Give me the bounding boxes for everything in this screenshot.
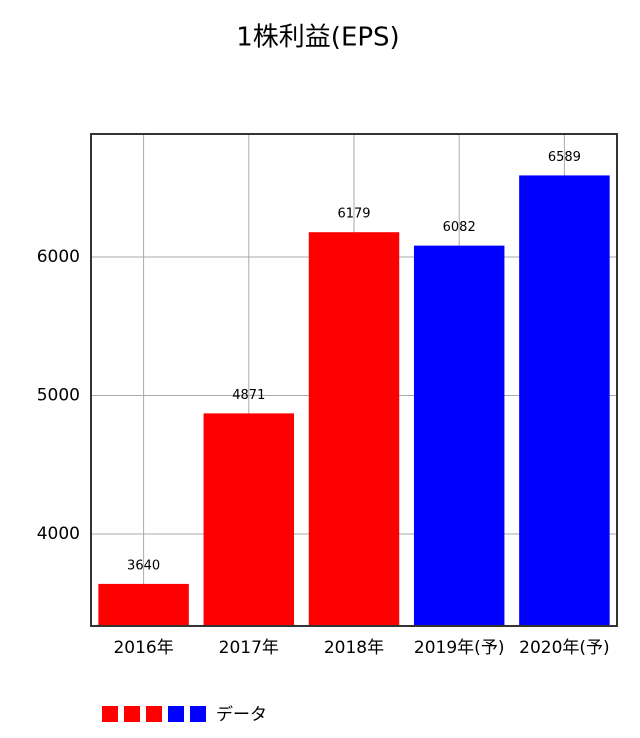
data-label: 6589 [548, 150, 581, 165]
bar [203, 413, 295, 626]
legend-label: データ [216, 704, 267, 725]
x-tick-label: 2020年(予) [519, 638, 610, 658]
bar [413, 245, 505, 626]
legend-swatch [168, 706, 184, 722]
legend-swatch [146, 706, 162, 722]
legend-swatch [190, 706, 206, 722]
data-label: 4871 [232, 388, 265, 403]
x-tick-label: 2018年 [324, 638, 384, 658]
data-label: 3640 [127, 558, 160, 573]
bar [519, 175, 610, 627]
chart-title: 1株利益(EPS) [236, 23, 399, 53]
x-tick-label: 2019年(予) [414, 638, 505, 658]
x-tick-label: 2017年 [219, 638, 279, 658]
data-label: 6179 [337, 207, 370, 222]
bar [308, 232, 400, 626]
bar [98, 583, 189, 626]
y-tick-label: 5000 [37, 386, 80, 406]
y-tick-label: 4000 [37, 524, 80, 544]
x-tick-label: 2016年 [113, 638, 173, 658]
legend-swatch [102, 706, 118, 722]
legend-swatch [124, 706, 140, 722]
y-tick-label: 6000 [37, 247, 80, 267]
plot-frame [90, 133, 618, 627]
data-label: 6082 [443, 220, 476, 235]
